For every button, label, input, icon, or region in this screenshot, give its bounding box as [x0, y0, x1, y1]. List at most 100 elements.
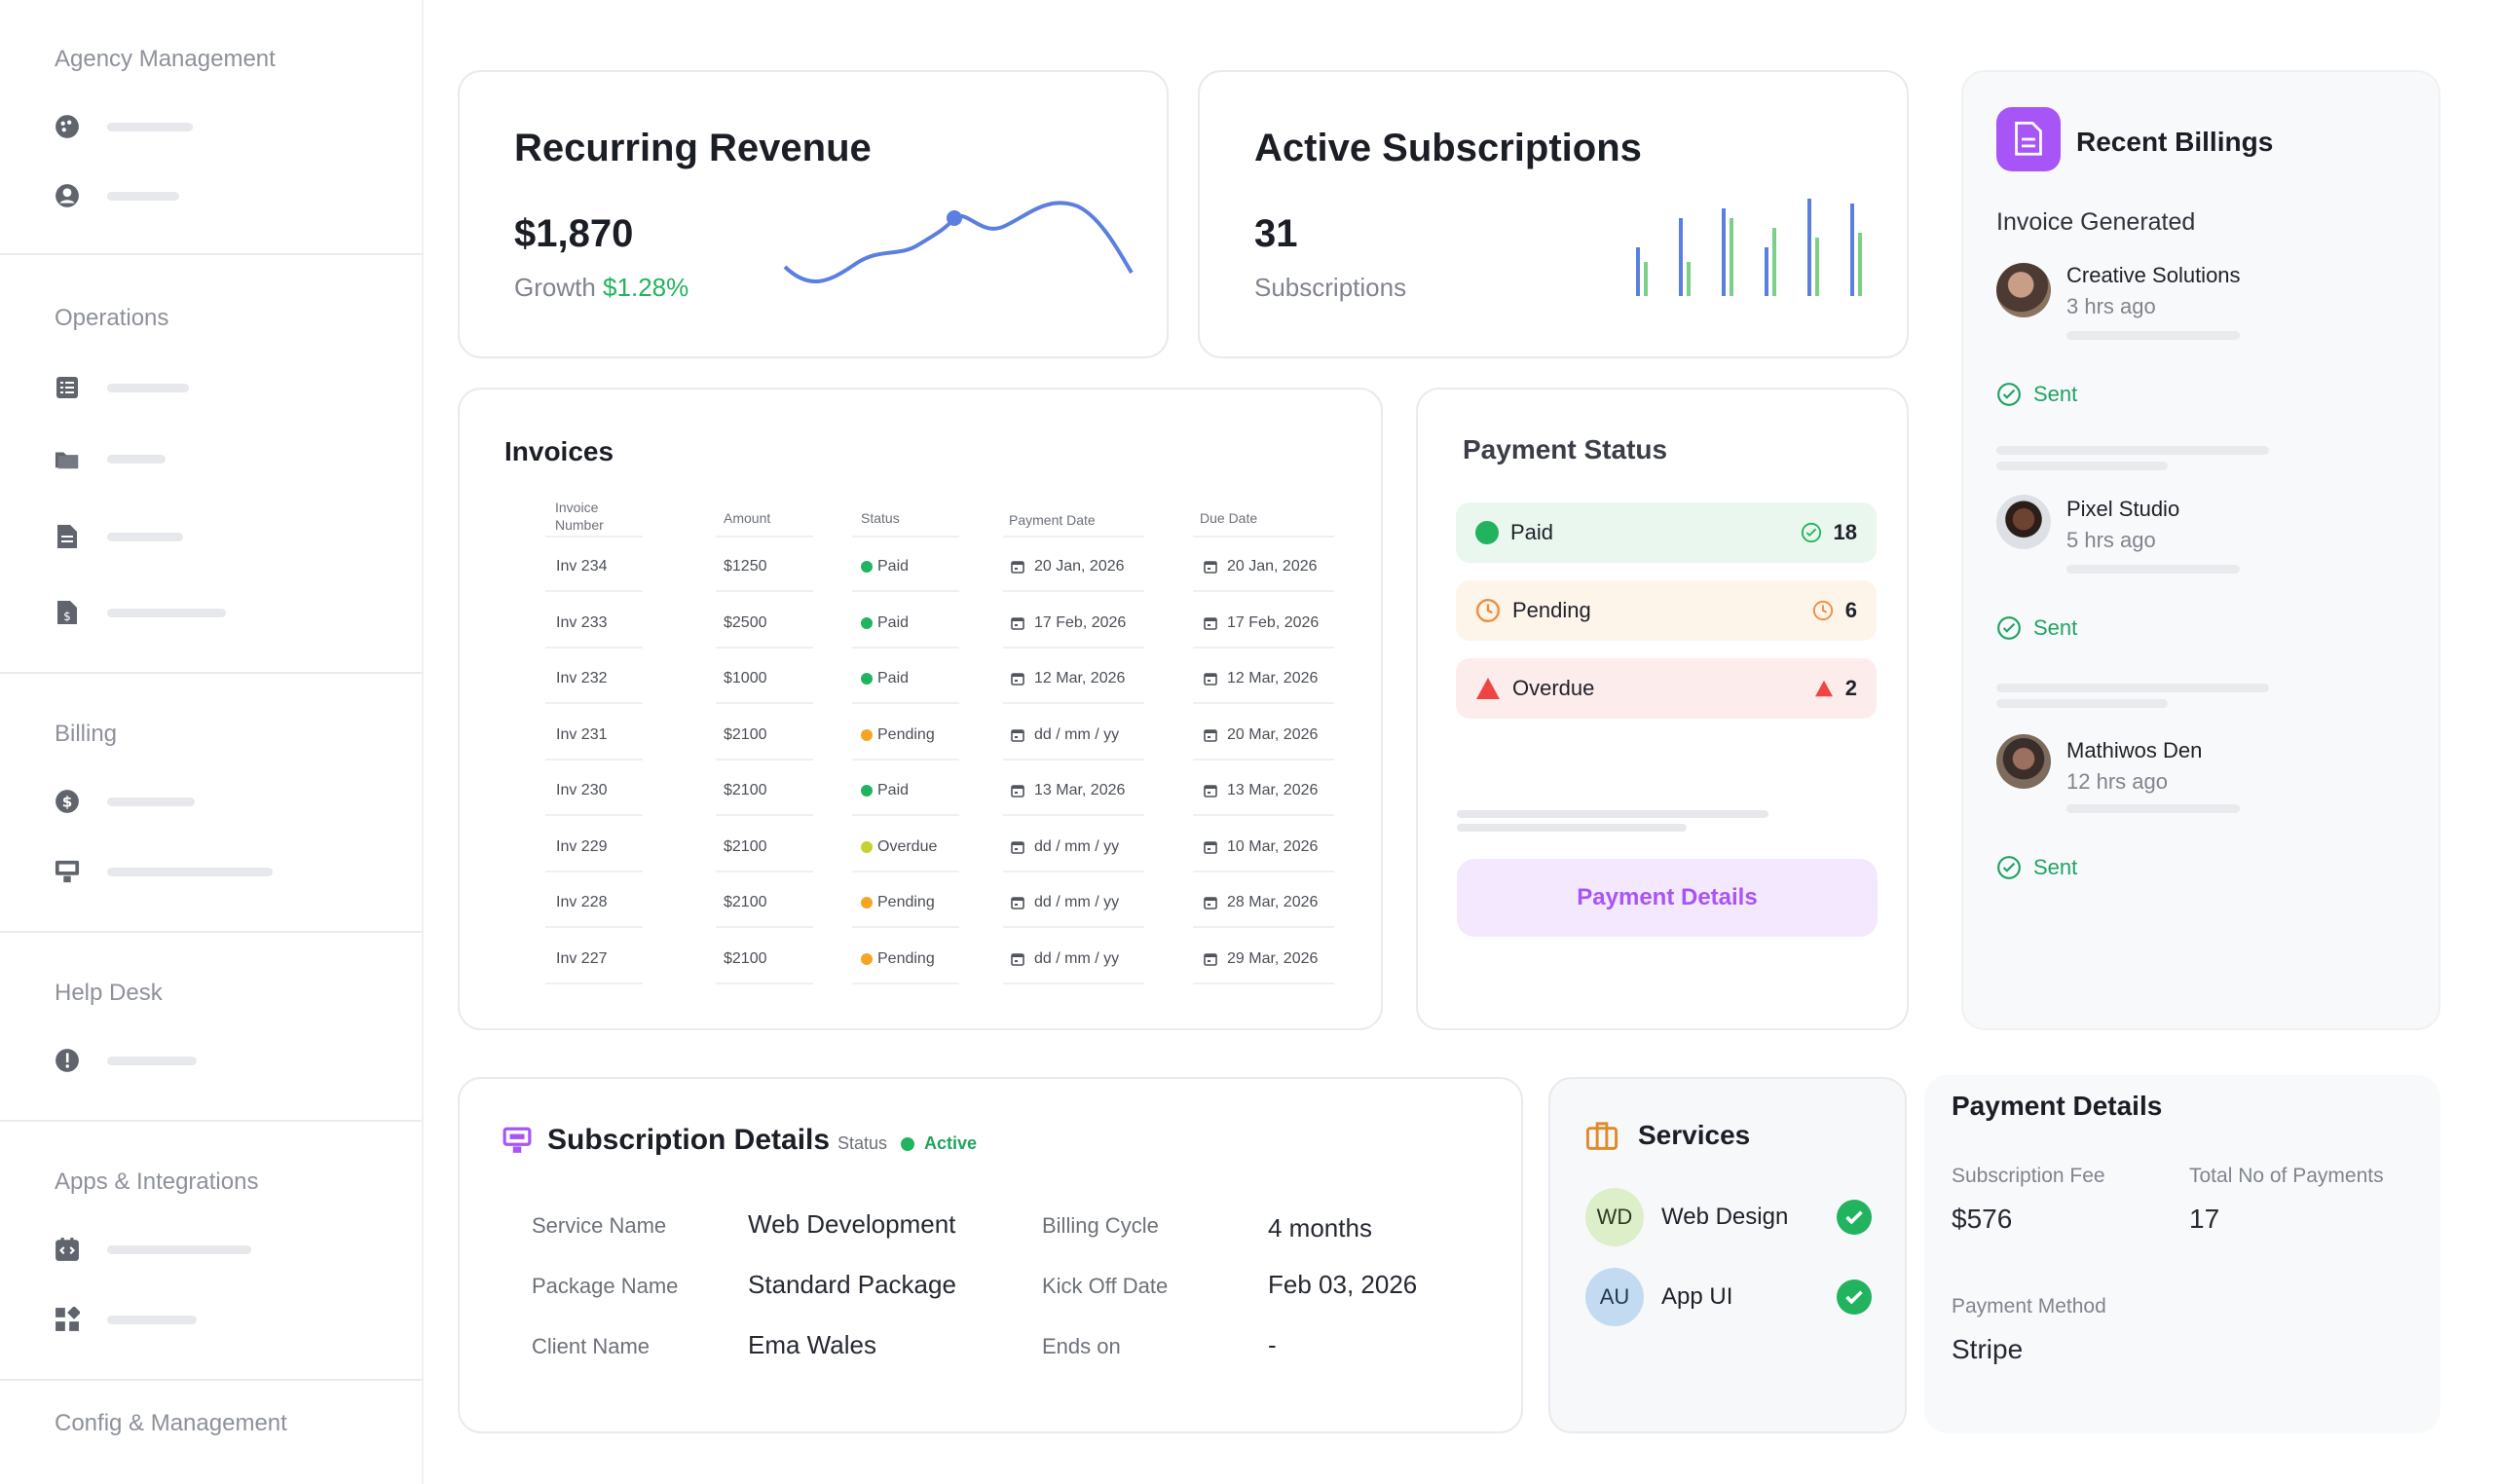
due-date-cell: 13 Mar, 2026: [1204, 779, 1318, 802]
growth-label: Growth: [514, 273, 596, 302]
total-payments-value: 17: [2189, 1204, 2220, 1234]
folder-icon: [55, 446, 80, 471]
payment-date-cell: dd / mm / yy: [1011, 947, 1119, 971]
sidebar-item-clients[interactable]: [55, 112, 193, 141]
sent-label: Sent: [2033, 382, 2078, 406]
calendar-icon: [1204, 673, 1217, 686]
subscription-details-card: Subscription Details Status Active Servi…: [458, 1077, 1523, 1433]
payment-method-value: Stripe: [1952, 1334, 2024, 1364]
sidebar-item-integrations[interactable]: [55, 1305, 197, 1334]
status-cell: Paid: [861, 612, 909, 635]
field-label: Kick Off Date: [1042, 1274, 1169, 1298]
sent-status: Sent: [1996, 855, 2077, 880]
document-icon: [1996, 107, 2061, 171]
field-label: Billing Cycle: [1042, 1213, 1159, 1238]
section-title: Config & Management: [55, 1410, 287, 1436]
document-icon: [55, 524, 80, 549]
calendar-icon: [1204, 616, 1217, 630]
sidebar-item-payments[interactable]: $: [55, 787, 195, 816]
calendar-icon: [1011, 673, 1024, 686]
field-label: Service Name: [532, 1213, 667, 1238]
sidebar-item-tickets[interactable]: [55, 1046, 197, 1075]
field-label: Payment Method: [1952, 1295, 2106, 1317]
warning-icon: [1814, 680, 1833, 697]
due-date-cell: 28 Mar, 2026: [1204, 891, 1318, 914]
sidebar-section-billing: Billing $: [0, 674, 422, 933]
code-icon: [55, 1237, 80, 1262]
amount-cell: $1000: [724, 670, 767, 686]
sent-status: Sent: [1996, 382, 2077, 407]
sidebar-item-tasks[interactable]: [55, 373, 189, 402]
payment-date-cell: 17 Feb, 2026: [1011, 612, 1126, 635]
check-circle-icon: [1997, 856, 2021, 879]
sent-label: Sent: [2033, 615, 2078, 640]
section-title: Agency Management: [55, 46, 276, 72]
card-title: Recent Billings: [2076, 127, 2274, 157]
status-label: Status: [837, 1133, 888, 1153]
column-header: Amount: [724, 510, 771, 526]
service-name[interactable]: App UI: [1661, 1283, 1733, 1310]
field-label: Ends on: [1042, 1334, 1121, 1358]
invoice-number-cell: Inv 232: [556, 670, 608, 686]
column-header: Invoice Number: [555, 500, 604, 533]
status-cell: Paid: [861, 555, 909, 578]
avatar: [1996, 263, 2051, 317]
invoice-number-cell: Inv 233: [556, 613, 608, 631]
avatar: [1996, 495, 2051, 549]
check-circle-icon: [1801, 522, 1821, 543]
sidebar-item-subscriptions[interactable]: [55, 857, 273, 886]
due-date-cell: 10 Mar, 2026: [1204, 835, 1318, 859]
widgets-icon: [55, 1307, 80, 1332]
status-cell: Pending: [861, 947, 935, 971]
billings-subtitle: Invoice Generated: [1996, 208, 2196, 236]
sidebar-item-invoices[interactable]: $: [55, 598, 226, 627]
billing-time: 3 hrs ago: [2066, 294, 2156, 318]
payment-details-button[interactable]: Payment Details: [1457, 859, 1878, 937]
status-paid-row[interactable]: Paid 18: [1456, 502, 1877, 563]
subscriptions-bar-sparkline: [1636, 199, 1862, 296]
invoice-number-cell: Inv 227: [556, 949, 608, 967]
status-label: Overdue: [1512, 676, 1595, 700]
sidebar-item-projects[interactable]: [55, 444, 166, 473]
column-header: Due Date: [1200, 510, 1258, 526]
calendar-icon: [1204, 785, 1217, 798]
service-name[interactable]: Web Design: [1661, 1204, 1789, 1230]
check-circle-icon: [1837, 1280, 1872, 1315]
status-overdue-row[interactable]: Overdue 2: [1456, 658, 1877, 719]
overdue-count: 2: [1844, 676, 1857, 700]
sidebar-item-apps[interactable]: [55, 1235, 251, 1264]
status-dot-icon: [861, 897, 873, 909]
status-pending-row[interactable]: Pending 6: [1456, 580, 1877, 641]
sidebar-section-helpdesk: Help Desk: [0, 933, 422, 1122]
billing-time: 12 hrs ago: [2066, 769, 2168, 794]
calendar-icon: [1011, 952, 1024, 966]
service-name-value: Web Development: [748, 1209, 956, 1239]
card-title: Recurring Revenue: [514, 127, 872, 169]
sidebar-item-users[interactable]: [55, 181, 179, 210]
sidebar-section-operations: Operations $: [0, 255, 422, 674]
status-dot-icon: [861, 561, 873, 573]
status-dot-icon: [861, 952, 873, 965]
pending-count: 6: [1844, 598, 1857, 622]
invoices-card: Invoices: [458, 388, 1383, 1030]
sent-status: Sent: [1996, 615, 2077, 641]
warning-icon: [1476, 678, 1500, 699]
billing-time: 5 hrs ago: [2066, 528, 2156, 552]
amount-cell: $2100: [724, 782, 767, 798]
billing-name[interactable]: Pixel Studio: [2066, 497, 2180, 521]
billing-cycle-value: 4 months: [1268, 1213, 1372, 1243]
column-header: Payment Date: [1009, 512, 1096, 528]
due-date-cell: 20 Jan, 2026: [1204, 555, 1318, 578]
payment-date-cell: dd / mm / yy: [1011, 891, 1119, 914]
calendar-icon: [1011, 785, 1024, 798]
payment-date-cell: dd / mm / yy: [1011, 835, 1119, 859]
billing-name[interactable]: Creative Solutions: [2066, 263, 2241, 287]
billing-name[interactable]: Mathiwos Den: [2066, 738, 2203, 762]
invoice-number-cell: Inv 230: [556, 782, 608, 798]
sidebar-item-documents[interactable]: [55, 522, 183, 551]
subscription-icon: [502, 1127, 532, 1153]
services-card: Services WD Web Design AU App UI: [1548, 1077, 1907, 1433]
clock-icon: [1475, 598, 1501, 623]
card-title: Active Subscriptions: [1254, 127, 1642, 169]
status-label: Pending: [1512, 598, 1591, 622]
